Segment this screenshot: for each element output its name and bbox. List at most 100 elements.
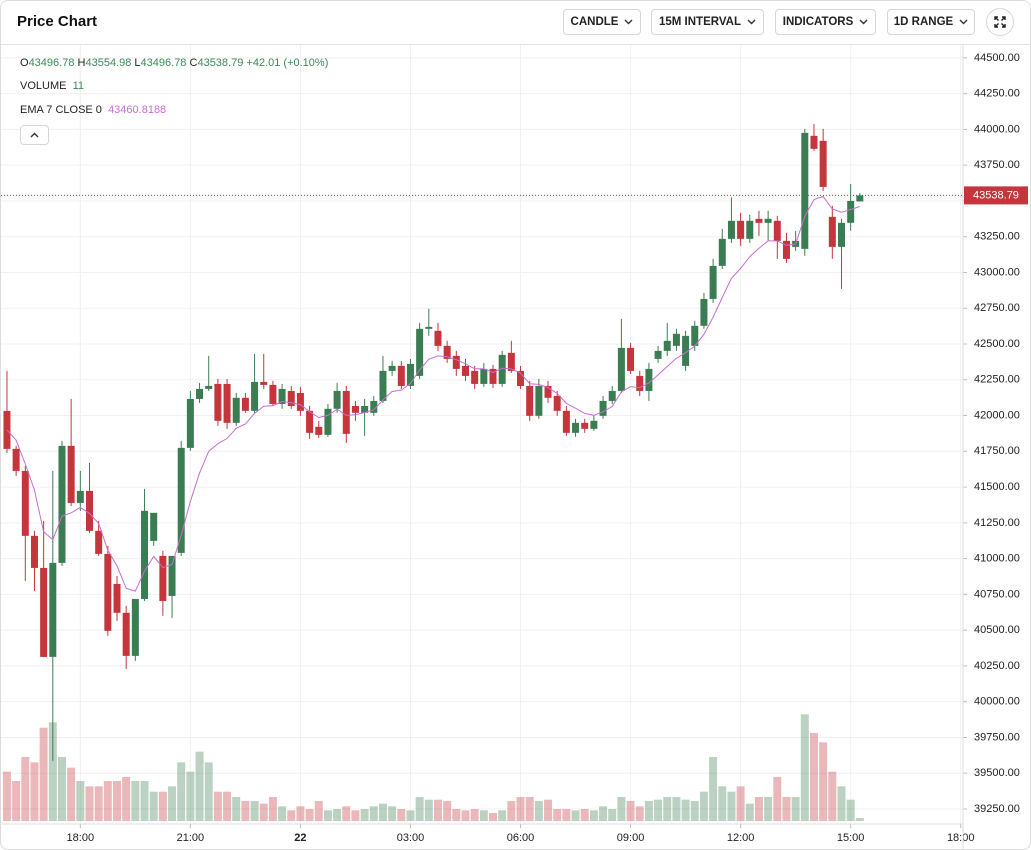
- fullscreen-button[interactable]: [986, 8, 1014, 36]
- y-tick-label: 44500.00: [974, 52, 1020, 64]
- candle-body: [544, 385, 552, 398]
- volume-bar: [681, 799, 690, 821]
- volume-bar: [278, 806, 287, 821]
- candle-body: [727, 220, 735, 239]
- y-tick-label: 42500.00: [974, 338, 1020, 350]
- candle-body: [847, 200, 855, 223]
- volume-bar: [800, 714, 809, 821]
- volume-bar: [406, 810, 415, 821]
- header: Price Chart CANDLE 15M INTERVAL INDICATO…: [1, 1, 1030, 45]
- volume-bar: [85, 786, 94, 821]
- volume-bar: [21, 757, 30, 821]
- chart-type-button[interactable]: CANDLE: [563, 9, 641, 35]
- legend-label: L: [134, 57, 141, 69]
- volume-bar: [534, 801, 543, 821]
- chevron: [959, 19, 968, 25]
- candle-body: [489, 368, 497, 384]
- y-tick-label: 39500.00: [974, 767, 1020, 779]
- candle-body: [416, 328, 424, 376]
- volume-bar: [855, 818, 864, 821]
- candle-body: [232, 397, 240, 423]
- collapse-legend-button[interactable]: [20, 125, 49, 145]
- volume-bar: [745, 803, 754, 821]
- candle-body: [269, 384, 277, 404]
- legend-label: VOLUME: [20, 80, 67, 92]
- candle-body: [810, 135, 818, 149]
- candle-body: [49, 562, 57, 657]
- indicators-button[interactable]: INDICATORS: [775, 9, 876, 35]
- candle-body: [590, 420, 598, 429]
- candle-body: [260, 381, 268, 385]
- legend-value: 43538.79: [197, 57, 244, 69]
- volume-bar: [433, 799, 442, 821]
- candle-body: [425, 326, 433, 329]
- y-tick-label: 41500.00: [974, 481, 1020, 493]
- expand-icon: [994, 16, 1006, 28]
- candle-body: [186, 398, 194, 448]
- candle-body: [406, 363, 414, 386]
- volume-bar: [461, 810, 470, 821]
- candle-body: [168, 555, 176, 596]
- volume-bar: [213, 791, 222, 821]
- candle-body: [507, 352, 515, 371]
- chevron: [747, 19, 756, 25]
- y-tick-label: 44000.00: [974, 123, 1020, 135]
- volume-bar: [122, 777, 131, 821]
- volume-bar: [415, 797, 424, 821]
- y-tick-label: 41000.00: [974, 553, 1020, 565]
- volume-bar: [30, 762, 39, 821]
- volume-bar: [204, 762, 213, 821]
- volume-bar: [452, 809, 461, 821]
- candle-body: [498, 354, 506, 384]
- volume-bar: [608, 809, 617, 821]
- y-tick-label: 42000.00: [974, 409, 1020, 421]
- candle-body: [131, 598, 139, 656]
- candle-body: [67, 445, 75, 503]
- candle-body: [122, 612, 130, 656]
- legend-label: EMA 7 CLOSE 0: [20, 104, 102, 116]
- volume-legend: VOLUME 11: [20, 80, 84, 92]
- last-price-box: [964, 186, 1028, 205]
- volume-bar: [507, 801, 516, 821]
- candle-body: [40, 567, 48, 657]
- candle-body: [306, 410, 314, 433]
- button-label: CANDLE: [570, 16, 619, 28]
- legend-label: O: [20, 57, 29, 69]
- volume-bar: [690, 801, 699, 821]
- candle-body: [159, 555, 167, 601]
- x-tick-label: 09:00: [617, 832, 645, 844]
- candle-body: [379, 370, 387, 401]
- volume-bar: [351, 810, 360, 821]
- candle-body: [251, 381, 259, 411]
- candle-body: [608, 390, 616, 401]
- volume-bar: [571, 810, 580, 821]
- x-tick-label: 06:00: [507, 832, 535, 844]
- chevron: [859, 19, 868, 25]
- ema-line: [6, 195, 860, 592]
- candle-body: [205, 385, 213, 389]
- y-tick-label: 40500.00: [974, 624, 1020, 636]
- candle-body: [296, 392, 304, 411]
- candle-body: [361, 405, 369, 413]
- candle-body: [627, 347, 635, 371]
- candle-body: [223, 383, 231, 423]
- volume-bar: [736, 786, 745, 821]
- button-label: 1D RANGE: [893, 16, 954, 28]
- candle-body: [196, 388, 204, 399]
- x-tick-label: 15:00: [837, 832, 865, 844]
- candle-body: [828, 216, 836, 247]
- volume-bar: [654, 799, 663, 821]
- interval-button[interactable]: 15M INTERVAL: [651, 9, 764, 35]
- candle-body: [617, 347, 625, 391]
- candle-body: [351, 405, 359, 413]
- candle-body: [599, 400, 607, 416]
- volume-bar: [342, 806, 351, 821]
- y-tick-label: 42750.00: [974, 302, 1020, 314]
- candle-body: [397, 365, 405, 386]
- volume-bar: [754, 797, 763, 821]
- volume-bar: [268, 797, 277, 821]
- range-button[interactable]: 1D RANGE: [887, 9, 975, 35]
- page-title: Price Chart: [17, 13, 98, 30]
